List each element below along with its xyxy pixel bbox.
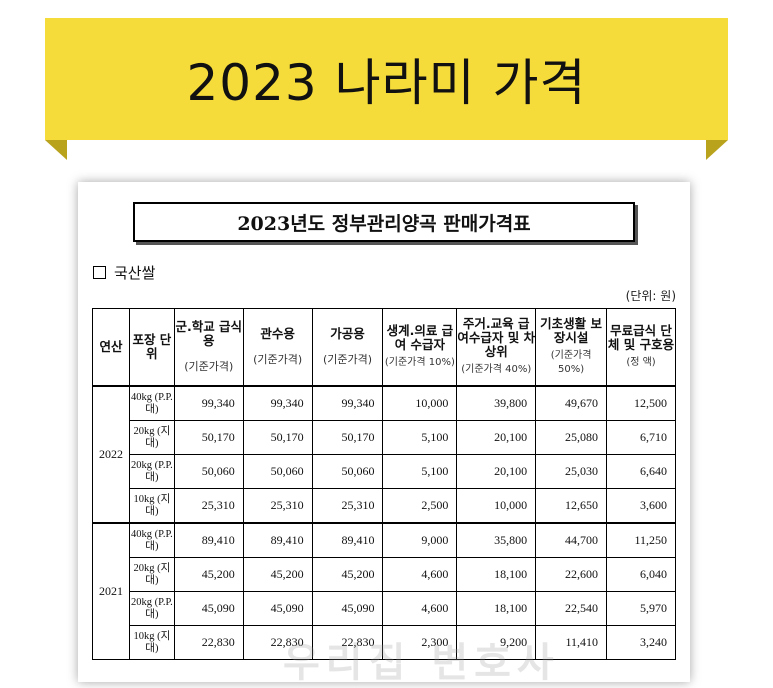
- price-cell: 45,090: [242, 591, 313, 626]
- price-cell: 18,100: [456, 591, 537, 626]
- price-cell: 10,000: [382, 385, 458, 421]
- table-row: 10kg (지 대) 22,830 22,830 22,830 2,300 9,…: [93, 625, 676, 660]
- header-processing: 가공용 (기준가격): [311, 308, 384, 387]
- header-school-meal: 군.학교 급식용 (기준가격): [173, 308, 244, 387]
- header-row: 연산 포장 단위 군.학교 급식용 (기준가격) 관수용 (기준가격) 가공용 (기준…: [92, 308, 676, 387]
- price-cell: 20,100: [456, 420, 537, 455]
- price-cell: 6,040: [606, 557, 676, 592]
- price-cell: 44,700: [535, 522, 608, 558]
- price-cell: 45,200: [242, 557, 313, 592]
- price-cell: 45,200: [311, 557, 384, 592]
- package-cell: 20kg (지 대): [128, 420, 175, 455]
- section-label: 국산쌀: [114, 264, 156, 282]
- table-row: 20kg (지 대) 45,200 45,200 45,200 4,600 18…: [93, 557, 676, 592]
- title-banner: [45, 18, 728, 140]
- price-cell: 4,600: [382, 591, 458, 626]
- price-cell: 50,060: [242, 454, 313, 489]
- table-row: 2022 40kg (P.P.대) 99,340 99,340 99,340 1…: [92, 385, 676, 524]
- price-cell: 50,170: [311, 420, 384, 455]
- table-row: 2021 40kg (P.P.대) 89,410 89,410 89,410 9…: [92, 522, 676, 660]
- price-cell: 6,710: [606, 420, 676, 455]
- price-cell: 9,000: [382, 522, 458, 558]
- price-cell: 25,310: [311, 488, 384, 524]
- price-cell: 50,170: [173, 420, 244, 455]
- package-cell: 10kg (지 대): [128, 488, 175, 524]
- table-row: 20kg (P.P.대) 50,060 50,060 50,060 5,100 …: [93, 454, 676, 489]
- price-cell: 9,200: [456, 625, 537, 660]
- price-table: 연산 포장 단위 군.학교 급식용 (기준가격) 관수용 (기준가격) 가공용 (기준…: [92, 308, 676, 660]
- header-basic-living: 기초생활 보장시설 (기준가격 50%): [535, 308, 608, 387]
- package-cell: 10kg (지 대): [128, 625, 175, 660]
- header-housing: 주거.교육 급여수급자 및 차상위 (기준가격 40%): [456, 308, 537, 387]
- document-title: 2023년도 정부관리양곡 판매가격표: [133, 202, 635, 242]
- header-free-meal: 무료급식 단체 및 구호용 (정 액): [606, 308, 676, 387]
- price-cell: 50,170: [242, 420, 313, 455]
- price-cell: 22,540: [535, 591, 608, 626]
- price-cell: 20,100: [456, 454, 537, 489]
- price-cell: 12,500: [606, 385, 676, 421]
- price-cell: 45,200: [173, 557, 244, 592]
- price-cell: 22,830: [242, 625, 313, 660]
- price-cell: 99,340: [173, 385, 244, 421]
- price-cell: 39,800: [456, 385, 537, 421]
- header-year: 연산: [92, 308, 130, 387]
- header-livelihood: 생계.의료 급여 수급자 (기준가격 10%): [382, 308, 458, 387]
- banner-title: 2023 나라미 가격: [186, 54, 587, 112]
- price-cell: 25,310: [173, 488, 244, 524]
- checkbox-square-icon: [93, 266, 106, 279]
- price-cell: 5,970: [606, 591, 676, 626]
- price-cell: 3,600: [606, 488, 676, 524]
- price-cell: 35,800: [456, 522, 537, 558]
- table-row: 10kg (지 대) 25,310 25,310 25,310 2,500 10…: [93, 488, 676, 524]
- price-cell: 25,030: [535, 454, 608, 489]
- table-row: 20kg (지 대) 50,170 50,170 50,170 5,100 20…: [93, 420, 676, 455]
- price-cell: 10,000: [456, 488, 537, 524]
- price-cell: 6,640: [606, 454, 676, 489]
- price-cell: 50,060: [173, 454, 244, 489]
- price-cell: 3,240: [606, 625, 676, 660]
- package-cell: 20kg (P.P.대): [128, 454, 175, 489]
- price-cell: 25,310: [242, 488, 313, 524]
- header-government: 관수용 (기준가격): [242, 308, 313, 387]
- price-cell: 12,650: [535, 488, 608, 524]
- price-cell: 99,340: [242, 385, 313, 421]
- banner-fold-left: [45, 140, 67, 160]
- price-cell: 22,830: [311, 625, 384, 660]
- price-cell: 50,060: [311, 454, 384, 489]
- price-cell: 2,500: [382, 488, 458, 524]
- package-cell: 20kg (지 대): [128, 557, 175, 592]
- package-cell: 20kg (P.P.대): [128, 591, 175, 626]
- price-cell: 11,250: [606, 522, 676, 558]
- price-cell: 89,410: [173, 522, 244, 558]
- year-cell: 2021: [92, 522, 130, 660]
- header-package: 포장 단위: [128, 308, 175, 387]
- table-row: 20kg (P.P.대) 45,090 45,090 45,090 4,600 …: [93, 591, 676, 626]
- price-cell: 2,300: [382, 625, 458, 660]
- watermark: 우리집 변호사: [283, 640, 560, 686]
- price-cell: 45,090: [173, 591, 244, 626]
- price-cell: 22,600: [535, 557, 608, 592]
- package-cell: 40kg (P.P.대): [128, 522, 175, 558]
- price-cell: 4,600: [382, 557, 458, 592]
- unit-label: (단위: 원): [625, 289, 676, 303]
- year-cell: 2022: [92, 385, 130, 524]
- banner-fold-right: [706, 140, 728, 160]
- price-cell: 99,340: [311, 385, 384, 421]
- package-cell: 40kg (P.P.대): [128, 385, 175, 421]
- price-cell: 25,080: [535, 420, 608, 455]
- price-document: 2023년도 정부관리양곡 판매가격표 국산쌀 (단위: 원) 연산 포장 단위…: [78, 182, 690, 686]
- price-cell: 89,410: [242, 522, 313, 558]
- price-cell: 22,830: [173, 625, 244, 660]
- price-cell: 49,670: [535, 385, 608, 421]
- price-cell: 45,090: [311, 591, 384, 626]
- price-cell: 5,100: [382, 420, 458, 455]
- price-cell: 89,410: [311, 522, 384, 558]
- section-heading: 국산쌀: [93, 262, 155, 283]
- price-cell: 11,410: [535, 625, 608, 660]
- price-cell: 18,100: [456, 557, 537, 592]
- price-cell: 5,100: [382, 454, 458, 489]
